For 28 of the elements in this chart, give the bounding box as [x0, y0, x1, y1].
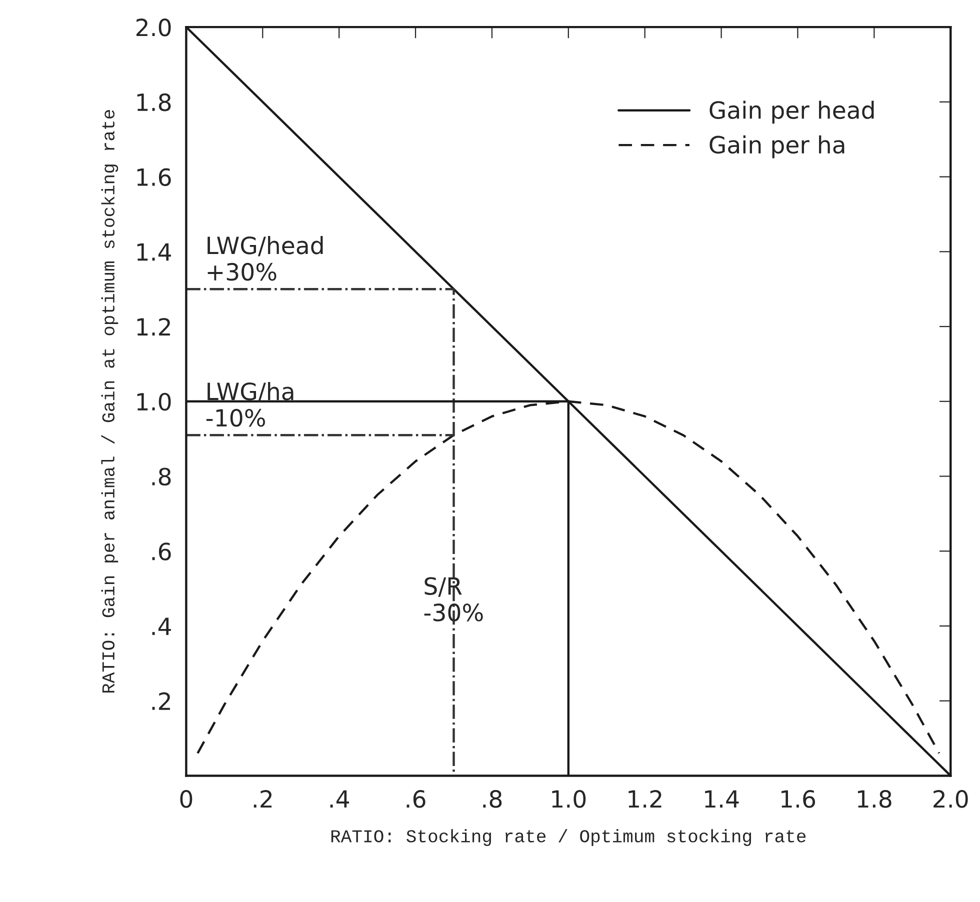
x-tick-label: 1.8 — [858, 790, 892, 808]
y-axis-title: RATIO: Gain per animal / Gain at optimum stocking rate — [101, 110, 118, 693]
x-tick-label: 1.4 — [705, 790, 739, 808]
x-tick-label: .6 — [406, 790, 426, 808]
x-tick-label: .4 — [330, 790, 350, 808]
x-axis-title: RATIO: Stocking rate / Optimum stocking rate — [331, 829, 806, 846]
x-tick-label: 0 — [180, 790, 192, 808]
y-tick-label: 1.6 — [137, 168, 171, 186]
x-tick-label: .8 — [483, 790, 502, 808]
x-tick-label: 1.6 — [782, 790, 816, 808]
annotation: LWG/head +30% — [208, 236, 323, 281]
y-tick-label: 2.0 — [136, 18, 171, 36]
y-tick-label: .6 — [152, 542, 171, 560]
x-tick-label: 1.0 — [552, 790, 586, 808]
y-tick-label: 1.0 — [137, 392, 171, 411]
y-tick-label: .2 — [152, 692, 170, 710]
legend-label: Gain per ha — [710, 135, 844, 158]
y-tick-label: 1.8 — [137, 93, 171, 112]
y-tick-label: 1.2 — [137, 318, 170, 336]
x-tick-label: 1.2 — [628, 790, 662, 808]
x-tick-label: .2 — [254, 790, 272, 808]
legend-label: Gain per head — [710, 100, 874, 124]
annotation: LWG/ha -10% — [206, 382, 294, 427]
annotation: S/R -30% — [424, 577, 483, 622]
y-tick-label: .8 — [152, 468, 171, 486]
y-tick-label: .4 — [152, 618, 171, 635]
y-tick-label: 1.4 — [137, 243, 171, 261]
x-tick-label: 2.0 — [934, 790, 968, 808]
